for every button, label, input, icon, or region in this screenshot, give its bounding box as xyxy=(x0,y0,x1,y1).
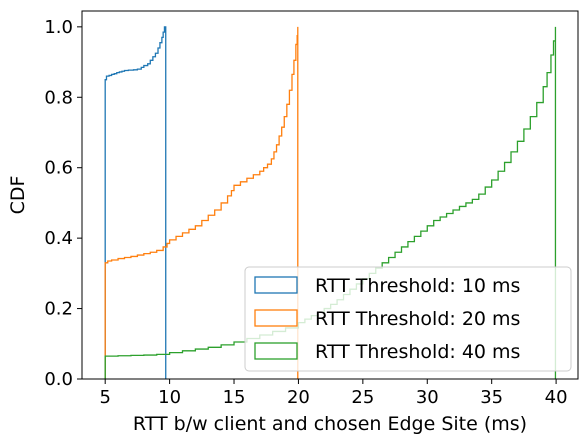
y-tick-label: 0.2 xyxy=(44,299,73,320)
x-tick-label: 25 xyxy=(351,387,374,408)
y-tick-label: 1.0 xyxy=(44,17,73,38)
x-tick-label: 40 xyxy=(545,387,568,408)
y-tick-label: 0.4 xyxy=(44,228,73,249)
series-line-0 xyxy=(104,26,167,379)
legend-label-20ms: RTT Threshold: 20 ms xyxy=(315,308,520,330)
legend-swatch-40ms xyxy=(254,342,298,360)
legend-box xyxy=(244,266,572,372)
legend: RTT Threshold: 10 ms RTT Threshold: 20 m… xyxy=(244,266,572,372)
x-tick-label: 15 xyxy=(223,387,246,408)
y-tick-label: 0.0 xyxy=(44,369,73,390)
x-tick-label: 10 xyxy=(158,387,181,408)
y-axis-label: CDF xyxy=(7,176,29,215)
y-tick-label: 0.6 xyxy=(44,158,73,179)
series-line-1 xyxy=(104,26,299,379)
x-tick-label: 30 xyxy=(416,387,439,408)
legend-swatch-10ms xyxy=(254,276,298,294)
series-line-2 xyxy=(104,26,557,379)
plot-area xyxy=(104,26,557,379)
x-axis-label: RTT b/w client and chosen Edge Site (ms) xyxy=(133,413,527,435)
legend-swatch-20ms xyxy=(254,309,298,327)
x-tick-label: 5 xyxy=(99,387,110,408)
legend-label-10ms: RTT Threshold: 10 ms xyxy=(315,275,520,297)
axes-frame xyxy=(81,10,579,380)
x-tick-label: 20 xyxy=(287,387,310,408)
legend-label-40ms: RTT Threshold: 40 ms xyxy=(315,341,520,363)
x-tick-label: 35 xyxy=(480,387,503,408)
y-tick-label: 0.8 xyxy=(44,87,73,108)
axis-ticks: 5 10 15 20 25 30 35 40 0.0 0.2 0.4 0.6 0.8 1.0 xyxy=(44,17,567,408)
